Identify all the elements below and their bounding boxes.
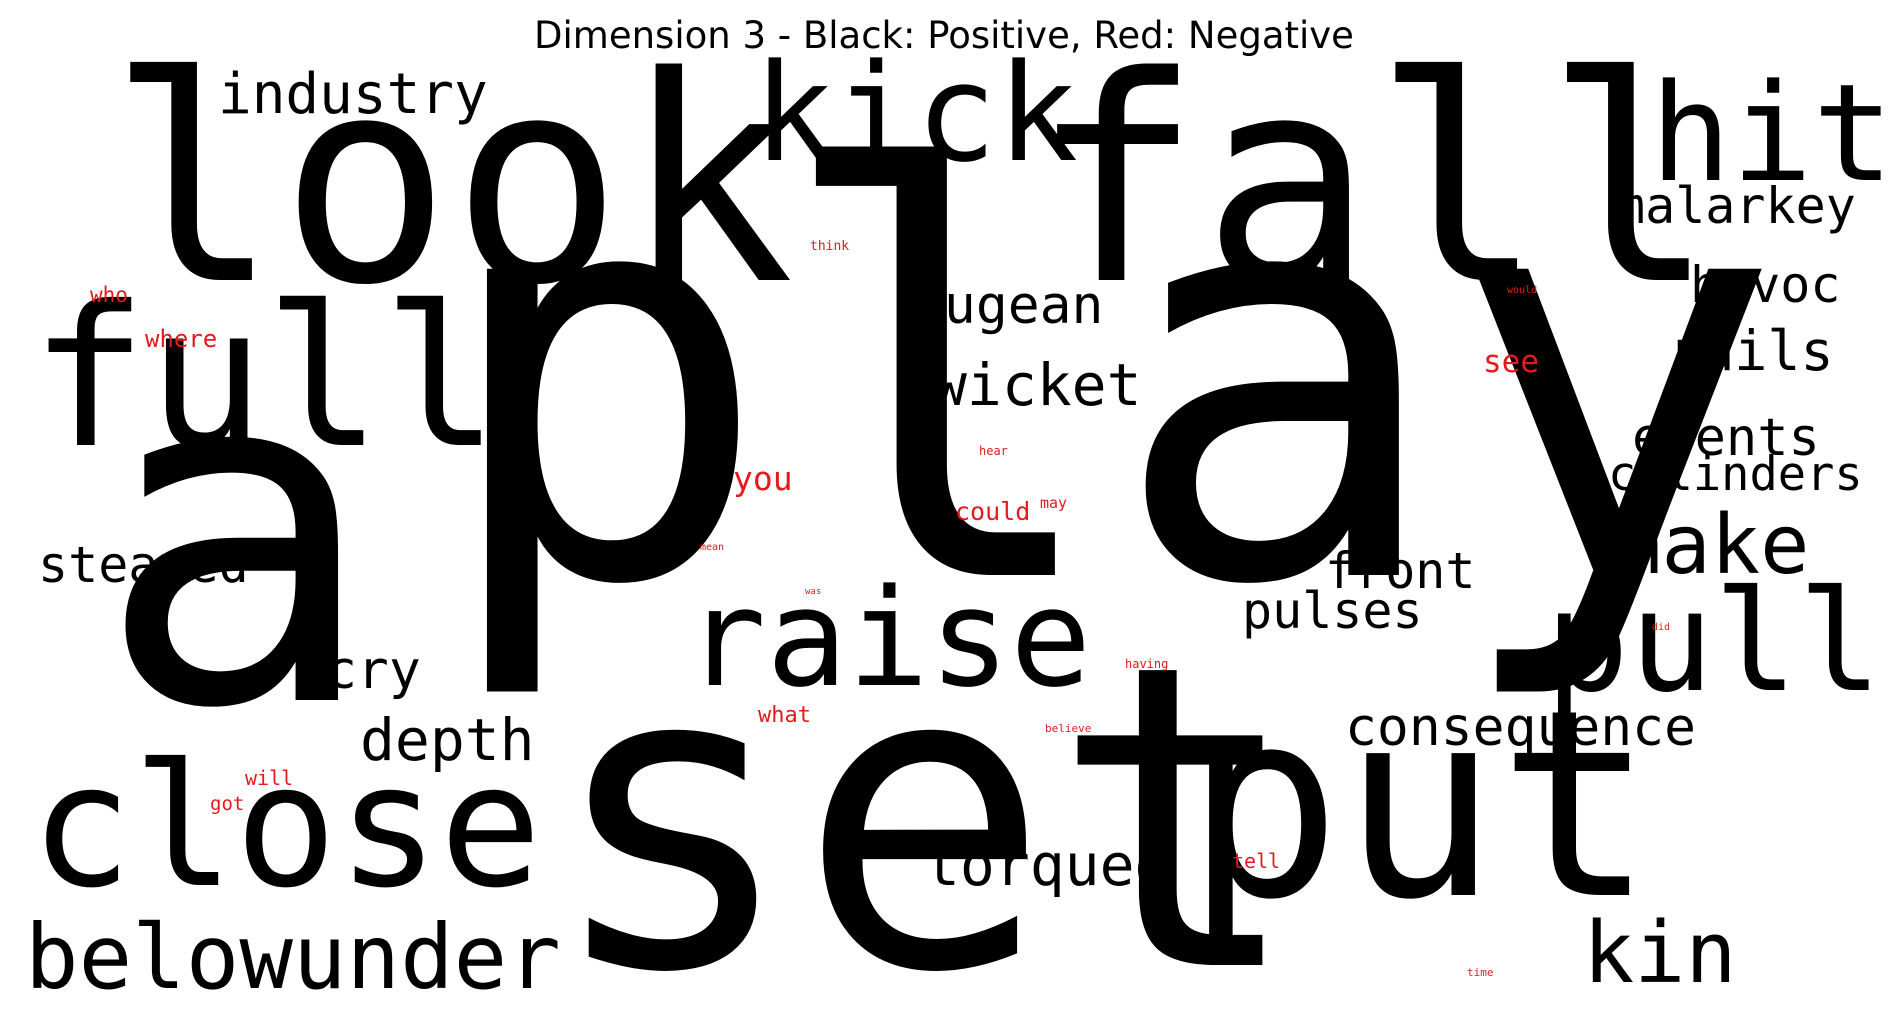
chart-title: Dimension 3 - Black: Positive, Red: Nega… xyxy=(534,14,1354,57)
word-havoc: havoc xyxy=(1690,256,1841,314)
word-tell: tell xyxy=(1232,849,1280,873)
word-malarkey: malarkey xyxy=(1615,177,1856,235)
word-could: could xyxy=(955,497,1030,526)
word-front: front xyxy=(1325,542,1476,600)
word-fall: fall xyxy=(1030,16,1716,348)
word-time: time xyxy=(1467,966,1494,979)
word-depth: depth xyxy=(360,706,535,774)
word-was: was xyxy=(805,587,821,597)
word-industry: industry xyxy=(218,62,488,127)
word-kick: kick xyxy=(753,35,1078,192)
word-who: who xyxy=(90,283,128,307)
word-consequence: consequence xyxy=(1345,697,1696,758)
word-may: may xyxy=(1040,494,1067,512)
word-events: events xyxy=(1632,408,1820,468)
word-having: having xyxy=(1125,657,1168,671)
word-got: got xyxy=(210,793,244,815)
word-make: make xyxy=(1612,498,1809,593)
word-will: will xyxy=(245,766,293,790)
word-you: you xyxy=(733,459,793,498)
word-cry: cry xyxy=(325,640,421,701)
word-would: would xyxy=(1507,285,1537,296)
word-pull: pull xyxy=(1545,561,1882,724)
word-see: see xyxy=(1483,344,1539,380)
word-kin: kin xyxy=(1583,904,1737,1003)
word-rails: rails xyxy=(1668,319,1834,383)
word-steamed: steamed xyxy=(38,536,249,594)
word-belowunder: belowunder xyxy=(25,905,561,1009)
word-hear: hear xyxy=(979,444,1008,458)
word-augean: augean xyxy=(912,275,1103,336)
word-set: set xyxy=(545,576,1304,1010)
word-mean: mean xyxy=(700,542,724,553)
word-close: close xyxy=(30,728,542,926)
word-what: what xyxy=(758,703,811,728)
word-full: full xyxy=(30,264,500,491)
word-pulses: pulses xyxy=(1242,582,1423,640)
word-believe: believe xyxy=(1045,722,1091,735)
word-hit: hit xyxy=(1650,55,1888,212)
word-put: put xyxy=(1185,655,1655,957)
word-torqued: torqued xyxy=(925,831,1169,899)
word-cylinders: cylinders xyxy=(1608,447,1863,502)
word-think: think xyxy=(810,239,849,254)
word-look: look xyxy=(108,16,794,348)
word-where: where xyxy=(145,325,217,353)
word-wicket: wicket xyxy=(932,351,1142,419)
word-play: play xyxy=(435,56,1784,708)
word-did: did xyxy=(1652,622,1670,633)
word-a: a xyxy=(95,264,378,811)
word-raise: raise xyxy=(685,560,1091,717)
